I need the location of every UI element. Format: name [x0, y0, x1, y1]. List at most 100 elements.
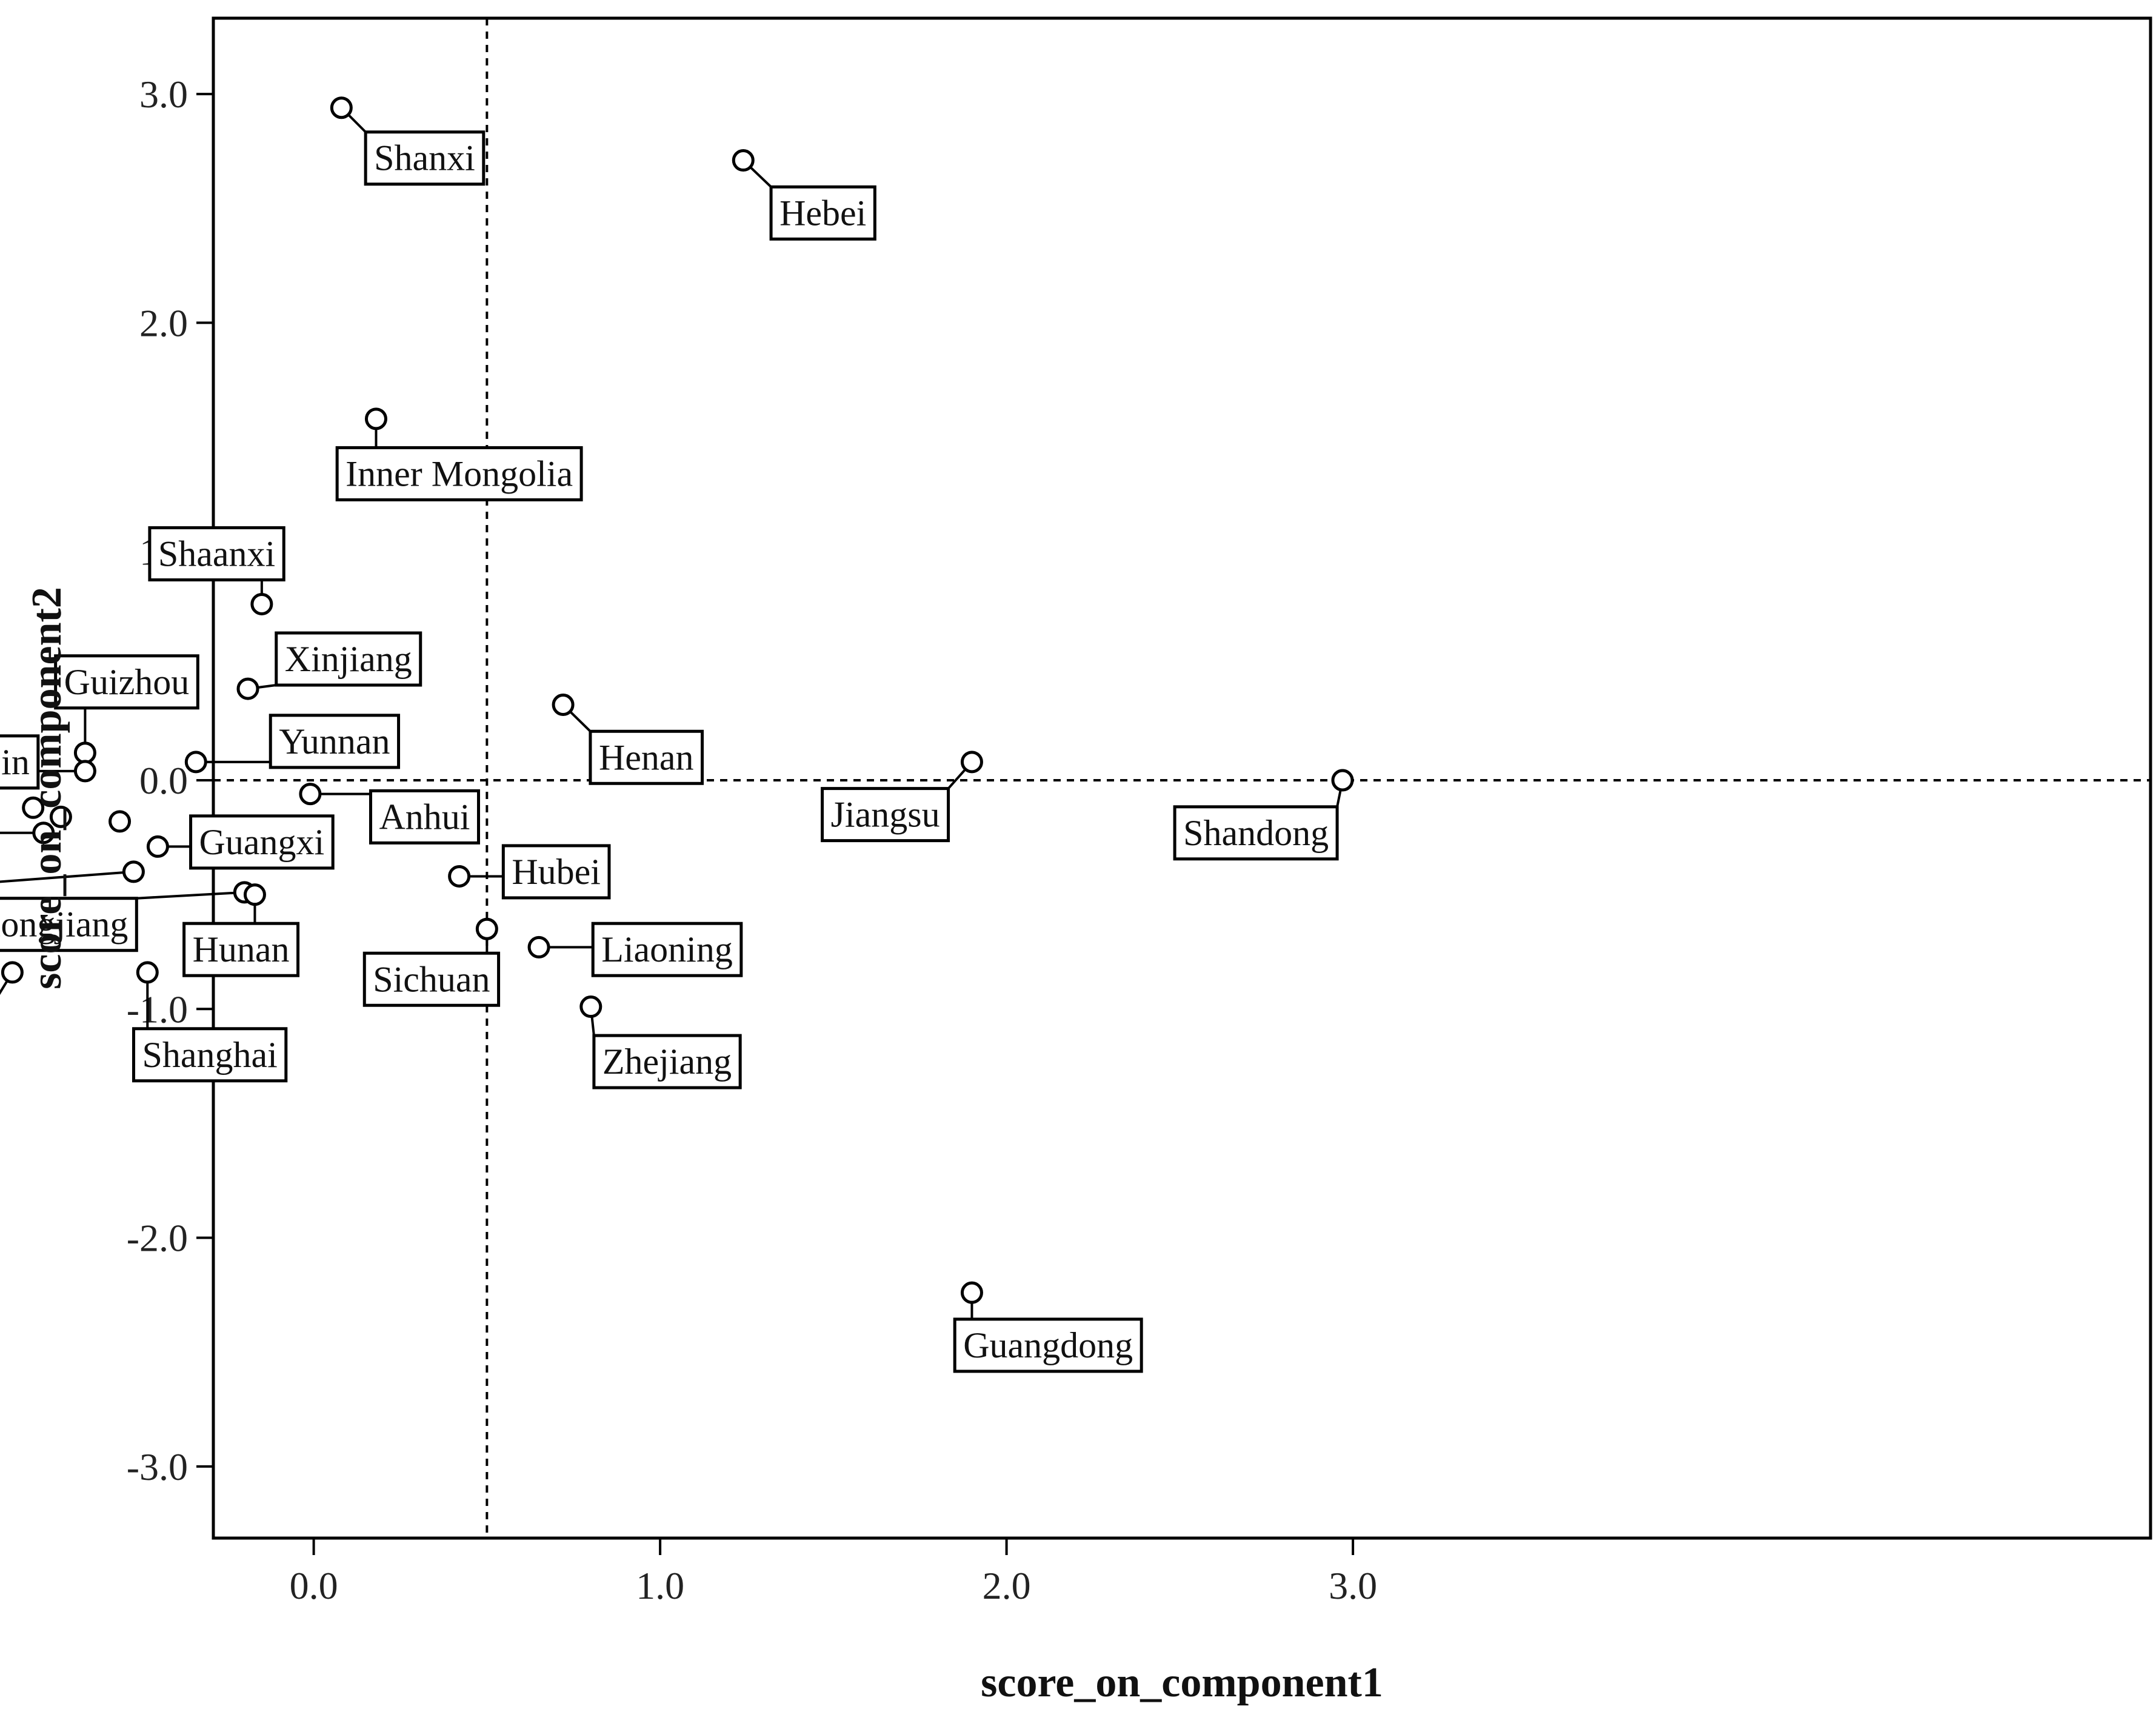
point-label-text: Anhui: [379, 797, 470, 837]
point-label-shanxi: Shanxi: [364, 130, 486, 186]
y-tick-label: -1.0: [127, 988, 188, 1031]
x-tick-label: 2.0: [983, 1564, 1031, 1607]
y-tick-label: -3.0: [127, 1445, 188, 1488]
point-marker-sichuan: [475, 917, 498, 940]
point-label-box: [182, 922, 300, 977]
point-marker-yunnan: [184, 751, 207, 774]
point-marker-hubei: [448, 865, 471, 888]
point-label-text: Jiangsu: [831, 795, 940, 835]
point-label-box: [362, 951, 501, 1007]
point-label-yunnan: Yunnan: [269, 714, 401, 769]
point-label-box: [953, 1317, 1143, 1373]
point-label-anhui: Anhui: [369, 789, 480, 845]
point-label-box: [501, 844, 611, 900]
point-marker: [108, 810, 132, 833]
point-marker-guangxi: [146, 835, 169, 858]
point-marker-zhejiang: [579, 995, 602, 1019]
point-label-hunan: Hunan: [182, 922, 300, 977]
point-marker-tianjin: [73, 760, 96, 783]
point-marker-henan: [552, 693, 575, 716]
point-label-hubei: Hubei: [501, 844, 611, 900]
leader-lines: [0, 107, 1344, 1319]
y-tick-label: 3.0: [139, 73, 188, 116]
y-tick-label: -2.0: [127, 1217, 188, 1260]
point-label-box: [189, 814, 335, 870]
point-label-text: Shandong: [1183, 813, 1329, 853]
point-label-text: Shanghai: [142, 1035, 277, 1075]
point-marker-guangdong: [960, 1281, 983, 1304]
point-label-text: Sichuan: [373, 959, 490, 999]
point-label-box: [821, 787, 950, 843]
point-label-box: [364, 130, 486, 186]
point-marker-shanxi: [330, 96, 353, 119]
point-label-heilongjiang: Heilongjiang: [0, 897, 138, 952]
point-label-text: Guizhou: [64, 662, 190, 702]
point-label-hebei: Hebei: [769, 185, 876, 241]
point-label-henan: Henan: [589, 729, 704, 785]
point-marker-hebei: [732, 149, 755, 172]
point-labels: Shanxi Hebei Inner Mongolia Shaanxi Xinjiang…: [0, 130, 1339, 1373]
point-label-liaoning: Liaoning: [591, 922, 743, 977]
point-label-box: [1173, 805, 1339, 861]
point-label-text: Inner Mongolia: [345, 453, 573, 493]
point-label-box: [132, 1027, 288, 1083]
point-label-guangxi: Guangxi: [189, 814, 335, 870]
reference-lines: [213, 18, 2151, 1538]
point-label-zhejiang: Zhejiang: [592, 1034, 742, 1089]
point-label-box: [592, 1034, 742, 1089]
point-label-box: [369, 789, 480, 845]
point-markers: [1, 96, 1354, 1304]
point-marker-inner-mongolia: [364, 407, 387, 430]
y-axis-ticks: -3.0-2.0-1.00.01.02.03.0: [127, 73, 213, 1488]
point-marker-anhui: [299, 783, 322, 806]
y-axis-title: score_on_component2: [24, 587, 70, 989]
x-tick-label: 3.0: [1329, 1564, 1377, 1607]
point-label-box: [0, 734, 40, 790]
point-label-jiangsu: Jiangsu: [821, 787, 950, 843]
point-label-text: Tianjin: [0, 742, 30, 782]
x-axis-title: score_on_component1: [981, 1659, 1383, 1706]
point-label-guizhou: Guizhou: [54, 654, 199, 710]
point-label-text: Hebei: [779, 193, 866, 233]
point-marker-chongqing: [122, 860, 145, 883]
point-marker-jiangsu: [960, 751, 983, 774]
point-label-box: [335, 446, 583, 501]
point-label-box: [0, 897, 138, 952]
point-label-box: [591, 922, 743, 977]
point-label-text: Hubei: [512, 852, 601, 892]
point-marker-shaanxi: [250, 592, 273, 615]
point-marker-liaoning: [527, 935, 550, 959]
point-label-text: Zhejiang: [602, 1042, 732, 1082]
point-label-box: [275, 631, 422, 687]
x-axis-ticks: -2.0-1.00.01.02.03.0: [290, 1538, 1377, 1607]
point-label-text: Guangdong: [963, 1325, 1133, 1365]
point-label-shanghai: Shanghai: [132, 1027, 288, 1083]
y-tick-label: 2.0: [139, 301, 188, 344]
point-marker-beijing: [1, 961, 24, 984]
y-tick-label: 0.0: [139, 759, 188, 802]
point-label-shandong: Shandong: [1173, 805, 1339, 861]
point-marker-shandong: [1331, 769, 1354, 792]
point-label-text: Henan: [599, 737, 694, 777]
point-label-box: [269, 714, 401, 769]
point-label-text: Shaanxi: [158, 534, 275, 574]
point-label-text: Liaoning: [601, 929, 733, 969]
x-tick-label: 1.0: [636, 1564, 684, 1607]
point-label-text: Heilongjiang: [0, 905, 128, 945]
leader-line-heilongjiang: [136, 891, 245, 900]
point-label-box: [148, 526, 285, 581]
point-label-tianjin: Tianjin: [0, 734, 40, 790]
point-marker-shanghai: [136, 961, 159, 984]
point-label-box: [54, 654, 199, 710]
leader-line-chongqing: [0, 870, 134, 883]
point-label-guangdong: Guangdong: [953, 1317, 1143, 1373]
point-marker-gansu: [32, 821, 55, 845]
point-marker: [49, 805, 72, 828]
point-marker: [22, 796, 45, 819]
plot-frame: [212, 16, 2152, 1540]
point-label-xinjiang: Xinjiang: [275, 631, 422, 687]
point-label-box: [589, 729, 704, 785]
point-label-text: Guangxi: [199, 822, 325, 862]
point-label-box: [769, 185, 876, 241]
